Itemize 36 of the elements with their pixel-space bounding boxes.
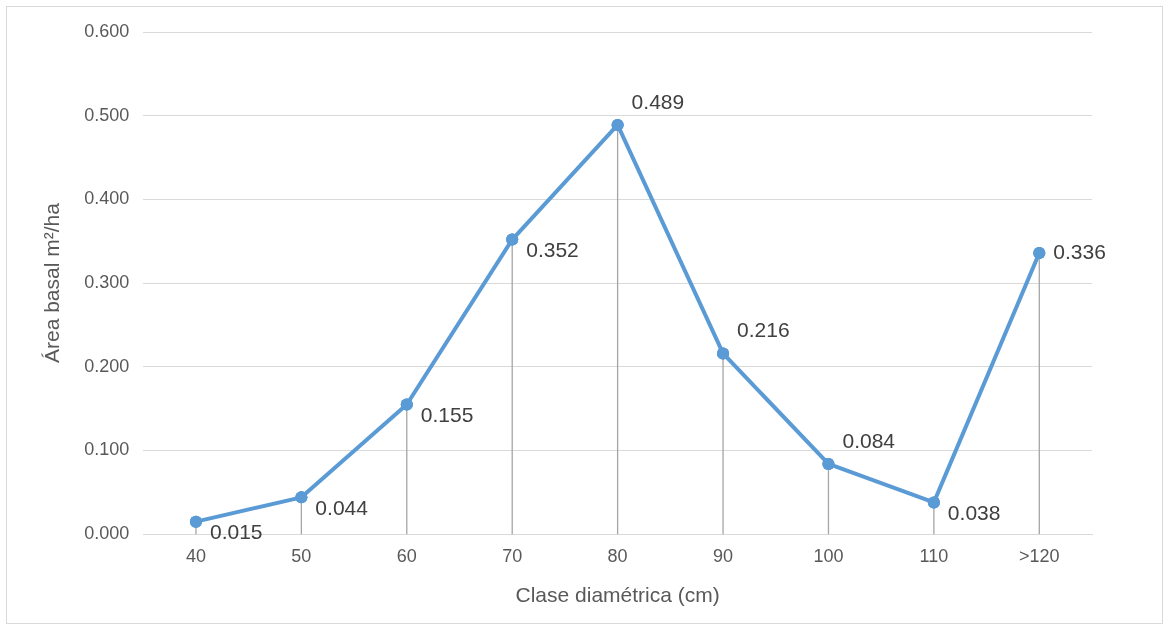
point xyxy=(400,398,413,411)
x-tick-label: >120 xyxy=(1019,545,1060,566)
x-tick-label: 70 xyxy=(502,545,523,566)
data-label: 0.084 xyxy=(842,428,896,452)
y-tick-label: 0.100 xyxy=(84,439,130,460)
point xyxy=(295,491,308,504)
point xyxy=(189,515,202,528)
x-tick-label: 90 xyxy=(713,545,734,566)
data-label: 0.489 xyxy=(631,89,685,113)
data-label: 0.352 xyxy=(526,238,579,262)
x-tick-label: 40 xyxy=(185,545,206,566)
data-label: 0.038 xyxy=(947,501,1001,525)
x-tick-label: 80 xyxy=(607,545,628,566)
point xyxy=(927,496,940,509)
point xyxy=(1033,246,1046,259)
point xyxy=(506,233,519,246)
data-label: 0.216 xyxy=(737,318,790,342)
x-tick-label: 110 xyxy=(919,545,949,566)
x-tick-label: 60 xyxy=(396,545,417,566)
x-tick-label: 50 xyxy=(291,545,312,566)
data-label: 0.044 xyxy=(315,496,369,520)
x-axis-title: Clase diamétrica (cm) xyxy=(515,583,720,607)
point xyxy=(611,118,624,131)
y-tick-label: 0.400 xyxy=(84,188,130,209)
y-axis-title: Área basal m²/ha xyxy=(40,202,64,364)
point xyxy=(717,347,730,360)
data-label: 0.336 xyxy=(1053,239,1106,263)
data-label: 0.015 xyxy=(209,520,263,544)
y-tick-label: 0.600 xyxy=(84,20,130,41)
y-tick-label: 0.000 xyxy=(84,523,130,544)
data-label: 0.155 xyxy=(420,403,474,427)
y-tick-label: 0.200 xyxy=(84,355,130,376)
x-tick-label: 100 xyxy=(813,545,844,566)
point xyxy=(822,457,835,470)
y-tick-label: 0.300 xyxy=(84,272,130,293)
y-tick-label: 0.500 xyxy=(84,104,130,125)
